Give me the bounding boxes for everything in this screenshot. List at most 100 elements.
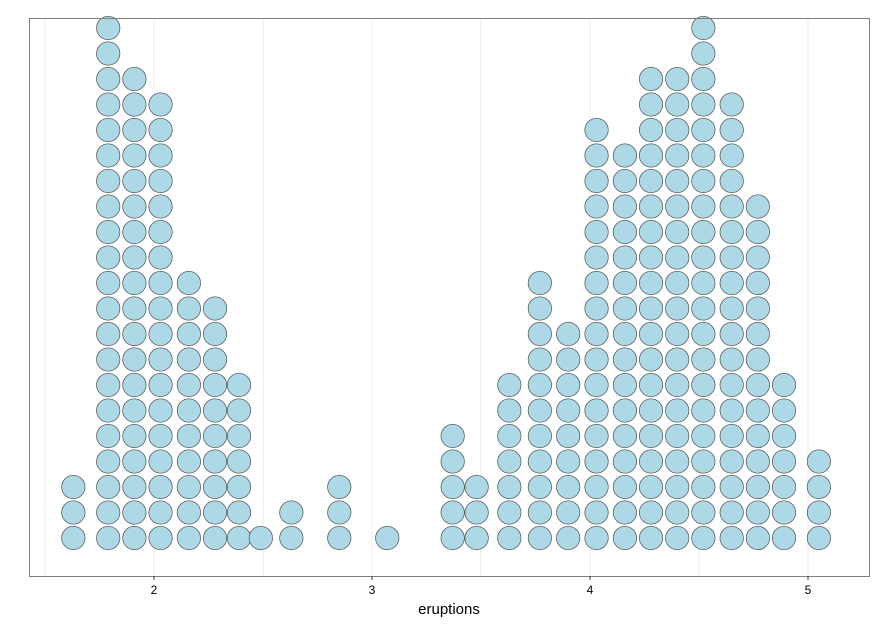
- dot: [638, 449, 664, 474]
- dot: [584, 525, 609, 551]
- dot: [691, 92, 716, 117]
- dot: [612, 525, 637, 551]
- dot: [148, 219, 173, 245]
- dot: [176, 423, 201, 449]
- dot: [691, 143, 716, 168]
- dot: [61, 525, 86, 551]
- dot: [691, 66, 716, 92]
- x-tick-label: 5: [805, 583, 812, 597]
- dot: [638, 143, 664, 168]
- dot: [719, 474, 744, 500]
- dot: [327, 474, 352, 500]
- dot: [719, 398, 744, 423]
- dot: [584, 423, 609, 449]
- dot: [226, 398, 252, 423]
- dot: [665, 92, 690, 117]
- dot: [612, 347, 637, 372]
- dot: [638, 219, 664, 245]
- dot: [665, 270, 690, 296]
- dot: [464, 500, 489, 525]
- dot: [691, 270, 716, 296]
- dot: [226, 525, 252, 551]
- dot: [745, 296, 770, 321]
- dot: [148, 296, 173, 321]
- dot: [464, 474, 489, 500]
- dot: [745, 219, 770, 245]
- dot: [771, 449, 797, 474]
- dot: [745, 321, 770, 347]
- dot: [497, 449, 522, 474]
- dot: [96, 398, 121, 423]
- dot: [665, 117, 690, 143]
- x-axis: 2 3 4 5: [151, 576, 812, 597]
- dot: [497, 398, 522, 423]
- dot: [176, 321, 201, 347]
- dot: [612, 398, 637, 423]
- dot: [279, 525, 304, 551]
- dot: [248, 525, 273, 551]
- dot: [691, 245, 716, 270]
- dot: [122, 423, 147, 449]
- dot: [584, 194, 609, 219]
- dot: [148, 423, 173, 449]
- dot: [497, 474, 522, 500]
- dot: [556, 398, 581, 423]
- dot: [202, 474, 228, 500]
- dot: [122, 398, 147, 423]
- dot: [527, 500, 552, 525]
- x-tick-label: 3: [369, 583, 376, 597]
- dot: [612, 194, 637, 219]
- dot: [327, 525, 352, 551]
- dot: [527, 347, 552, 372]
- dot: [584, 474, 609, 500]
- dot: [440, 525, 465, 551]
- dot: [202, 321, 228, 347]
- dot: [556, 321, 581, 347]
- dot: [665, 245, 690, 270]
- dot: [691, 41, 716, 66]
- dot: [638, 66, 664, 92]
- dot: [176, 474, 201, 500]
- dot: [527, 423, 552, 449]
- dot: [665, 423, 690, 449]
- dot: [745, 194, 770, 219]
- dot: [202, 449, 228, 474]
- dot: [612, 423, 637, 449]
- dot: [691, 500, 716, 525]
- dot: [612, 270, 637, 296]
- dot: [527, 398, 552, 423]
- dot: [226, 474, 252, 500]
- dot: [122, 321, 147, 347]
- dot: [122, 92, 147, 117]
- dot: [638, 372, 664, 398]
- dot: [122, 245, 147, 270]
- x-tick-label: 2: [151, 583, 158, 597]
- dot: [806, 449, 831, 474]
- dot: [638, 117, 664, 143]
- dot: [202, 500, 228, 525]
- dot: [176, 372, 201, 398]
- dot: [584, 321, 609, 347]
- dot: [148, 143, 173, 168]
- dot: [96, 423, 121, 449]
- dot: [497, 372, 522, 398]
- dot: [122, 372, 147, 398]
- dot: [202, 525, 228, 551]
- dot: [122, 347, 147, 372]
- dot: [612, 168, 637, 194]
- dot: [148, 500, 173, 525]
- dot: [638, 296, 664, 321]
- dot: [584, 143, 609, 168]
- dot: [440, 449, 465, 474]
- dot: [96, 15, 121, 41]
- dot: [719, 321, 744, 347]
- dot: [584, 398, 609, 423]
- dot: [148, 449, 173, 474]
- dot: [665, 321, 690, 347]
- dot: [96, 296, 121, 321]
- dot: [440, 423, 465, 449]
- dot: [226, 423, 252, 449]
- dot: [691, 168, 716, 194]
- dot: [638, 321, 664, 347]
